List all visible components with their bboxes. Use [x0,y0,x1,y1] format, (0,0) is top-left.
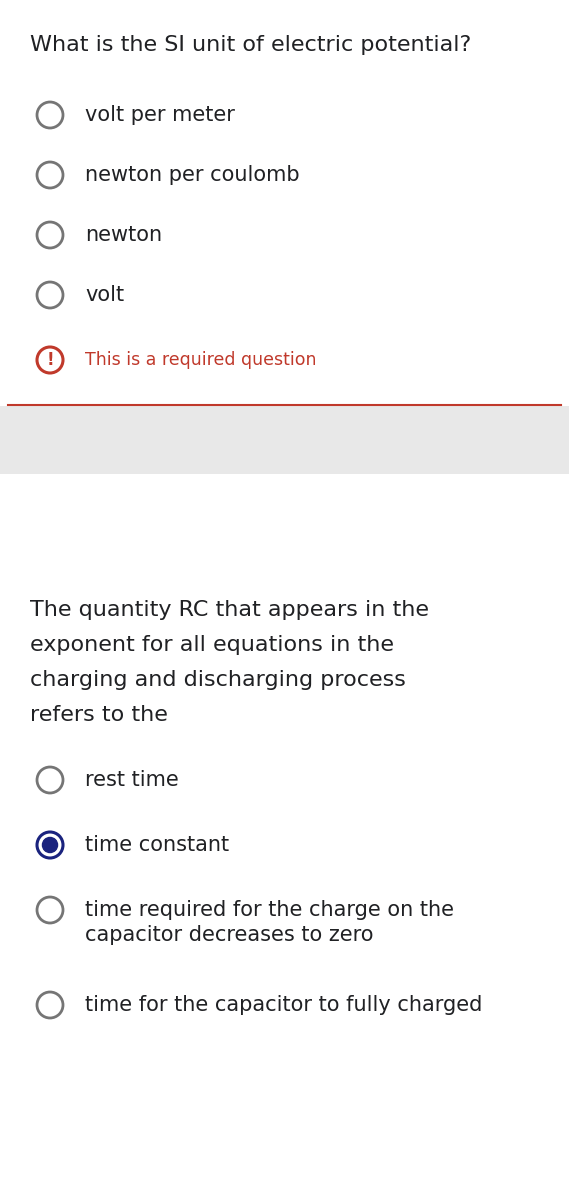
Circle shape [43,838,57,853]
Text: volt: volt [85,285,124,305]
Text: exponent for all equations in the: exponent for all equations in the [30,635,394,655]
FancyBboxPatch shape [0,406,569,474]
Text: What is the SI unit of electric potential?: What is the SI unit of electric potentia… [30,35,471,54]
Text: rest time: rest time [85,770,179,790]
Text: newton: newton [85,225,162,245]
Text: time constant: time constant [85,835,229,855]
Text: refers to the: refers to the [30,705,168,725]
Text: charging and discharging process: charging and discharging process [30,670,406,690]
Text: time required for the charge on the: time required for the charge on the [85,900,454,920]
Text: The quantity RC that appears in the: The quantity RC that appears in the [30,600,429,620]
Text: capacitor decreases to zero: capacitor decreases to zero [85,925,373,945]
Text: volt per meter: volt per meter [85,105,235,125]
Text: newton per coulomb: newton per coulomb [85,164,300,185]
Text: This is a required question: This is a required question [85,351,316,369]
FancyBboxPatch shape [0,470,569,1183]
Text: time for the capacitor to fully charged: time for the capacitor to fully charged [85,995,483,1015]
Text: !: ! [46,351,54,369]
FancyBboxPatch shape [0,0,569,420]
